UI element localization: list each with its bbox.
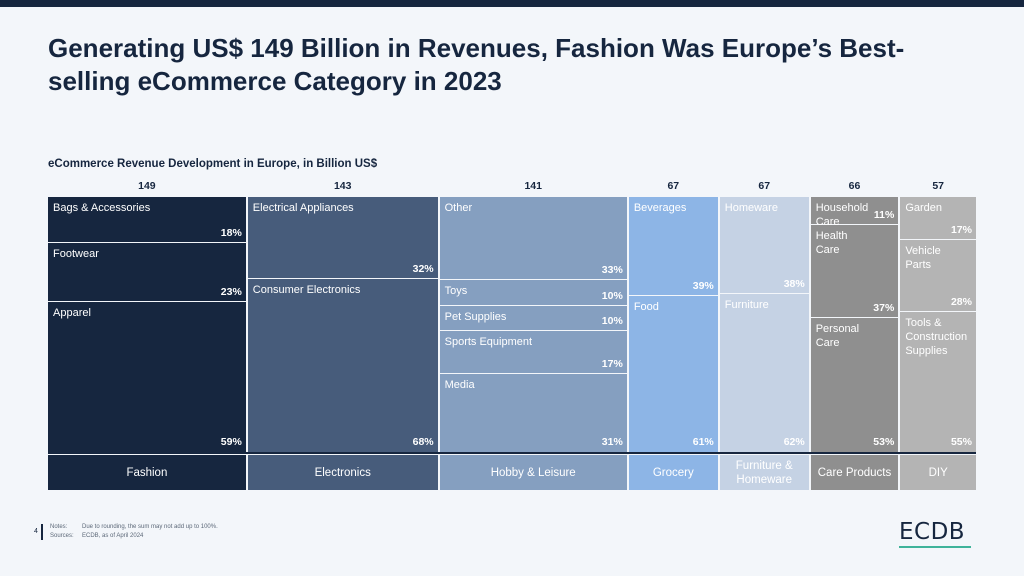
page-number: 4 [34,528,38,535]
segment-label: Personal Care [815,323,860,350]
segment-percent: 38% [783,277,805,290]
segment-label: Electrical Appliances [252,202,354,214]
segment-percent: 11% [873,208,895,221]
segment-7-2: Vehicle Parts 28% [900,240,976,312]
column-total-1: 149 [138,180,156,192]
segment-percent: 39% [692,280,714,293]
segment-percent: 53% [873,435,895,448]
segment-percent: 10% [601,289,623,302]
segment-5-2: Furniture 62% [719,293,809,452]
segment-percent: 68% [412,435,434,448]
category-label-1: Fashion [48,455,246,490]
segment-percent: 59% [220,435,242,448]
category-label-6: Care Products [810,455,899,490]
segment-label: Bags & Accessories [53,202,151,214]
segment-percent: 33% [601,264,623,277]
column-total-5: 67 [758,180,771,192]
segment-percent: 37% [873,302,895,315]
segment-percent: 18% [220,226,242,239]
segment-4-1: Beverages 39% [628,197,718,297]
segment-label: Food [633,301,659,314]
segment-label: Garden [905,202,943,214]
column-total-3: 141 [524,180,542,192]
sources-label: Sources: [50,533,74,539]
segment-label: Footwear [53,247,99,260]
segment-6-1: Household Care 11% [810,197,899,228]
chart-baseline [48,452,976,454]
column-total-6: 66 [848,180,861,192]
segment-1-1: Bags & Accessories 18% [48,197,246,243]
segment-label: Other [444,202,473,214]
notes-text: Due to rounding, the sum may not add up … [82,524,218,530]
segment-percent: 10% [601,314,623,327]
notes-label: Notes: [50,524,68,530]
segment-percent: 17% [950,224,972,237]
ecdb-logo: ECDB [899,519,966,545]
category-label-3: Hobby & Leisure [439,455,627,490]
segment-2-1: Electrical Appliances 32% [247,197,438,279]
segment-percent: 23% [220,285,242,298]
segment-3-3: Pet Supplies 10% [439,305,627,331]
segment-label: Tools & Construction Supplies [905,316,968,357]
segment-1-3: Apparel 59% [48,301,246,452]
segment-label: Pet Supplies [444,310,507,323]
logo-underline [899,546,971,548]
segment-1-2: Footwear 23% [48,242,246,302]
segment-3-5: Media 31% [439,373,627,452]
segment-label: Vehicle Parts [905,245,941,272]
chart-subtitle: eCommerce Revenue Development in Europe,… [48,158,378,170]
category-label-7: DIY [900,455,976,490]
segment-label: Toys [444,285,468,298]
column-total-2: 143 [333,180,352,192]
segment-2-2: Consumer Electronics 68% [247,278,438,452]
segment-label: Media [444,378,475,391]
sources-text: ECDB, as of April 2024 [82,533,144,539]
footer-divider [41,524,43,540]
page-title: Generating US$ 149 Billion in Revenues, … [48,33,905,96]
segment-percent: 61% [692,435,714,448]
segment-label: Apparel [53,306,91,319]
segment-label: Health Care [815,229,848,256]
column-total-7: 57 [932,180,944,192]
segment-label: Beverages [633,202,687,214]
segment-7-1: Garden 17% [900,197,976,241]
segment-6-3: Personal Care 53% [810,318,899,452]
segment-7-3: Tools & Construction Supplies 55% [900,311,976,452]
segment-percent: 55% [950,436,972,448]
segment-label: Sports Equipment [444,335,533,348]
segment-3-4: Sports Equipment 17% [439,330,627,374]
segment-percent: 28% [950,295,972,308]
segment-label: Homeware [724,202,778,214]
segment-percent: 62% [783,435,805,448]
column-total-4: 67 [667,180,680,192]
segment-3-2: Toys 10% [439,280,627,306]
category-label-4: Grocery [628,455,718,490]
top-accent-bar [0,0,1024,7]
segment-percent: 32% [412,262,434,275]
category-label-2: Electronics [247,455,438,490]
segment-6-2: Health Care 37% [810,224,899,319]
segment-percent: 31% [601,435,623,448]
category-label-5: Furniture & Homeware [719,455,809,490]
segment-percent: 17% [601,357,623,370]
segment-4-2: Food 61% [628,296,718,452]
segment-5-1: Homeware 38% [719,197,809,294]
segment-label: Consumer Electronics [252,283,361,296]
segment-label: Furniture [724,298,769,311]
segment-3-1: Other 33% [439,197,627,281]
